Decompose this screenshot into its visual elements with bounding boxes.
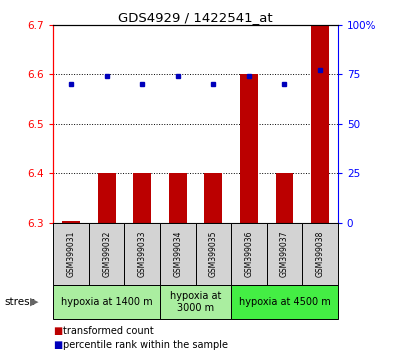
Bar xyxy=(53,223,89,285)
Bar xyxy=(160,223,196,285)
Text: GSM399031: GSM399031 xyxy=(67,231,75,277)
Bar xyxy=(231,285,338,319)
Text: GSM399034: GSM399034 xyxy=(173,231,182,277)
Bar xyxy=(134,173,151,223)
Bar xyxy=(276,173,293,223)
Bar xyxy=(302,223,338,285)
Bar xyxy=(311,25,329,223)
Bar xyxy=(160,285,231,319)
Bar xyxy=(98,173,115,223)
Bar xyxy=(53,285,160,319)
Text: ▶: ▶ xyxy=(30,297,38,307)
Text: ■: ■ xyxy=(53,326,62,336)
Bar xyxy=(231,223,267,285)
Text: hypoxia at 4500 m: hypoxia at 4500 m xyxy=(239,297,330,307)
Text: GSM399037: GSM399037 xyxy=(280,231,289,277)
Text: stress: stress xyxy=(4,297,35,307)
Title: GDS4929 / 1422541_at: GDS4929 / 1422541_at xyxy=(118,11,273,24)
Bar xyxy=(240,74,258,223)
Text: GSM399038: GSM399038 xyxy=(316,231,324,277)
Bar xyxy=(62,221,80,223)
Bar xyxy=(205,173,222,223)
Text: hypoxia at
3000 m: hypoxia at 3000 m xyxy=(170,291,221,313)
Text: GSM399033: GSM399033 xyxy=(138,231,147,277)
Bar xyxy=(169,173,186,223)
Bar xyxy=(196,223,231,285)
Bar xyxy=(89,223,124,285)
Bar xyxy=(124,223,160,285)
Text: percentile rank within the sample: percentile rank within the sample xyxy=(63,340,228,350)
Text: GSM399035: GSM399035 xyxy=(209,231,218,277)
Text: hypoxia at 1400 m: hypoxia at 1400 m xyxy=(61,297,152,307)
Text: ■: ■ xyxy=(53,340,62,350)
Text: GSM399036: GSM399036 xyxy=(245,231,253,277)
Text: GSM399032: GSM399032 xyxy=(102,231,111,277)
Text: transformed count: transformed count xyxy=(63,326,154,336)
Bar xyxy=(267,223,302,285)
